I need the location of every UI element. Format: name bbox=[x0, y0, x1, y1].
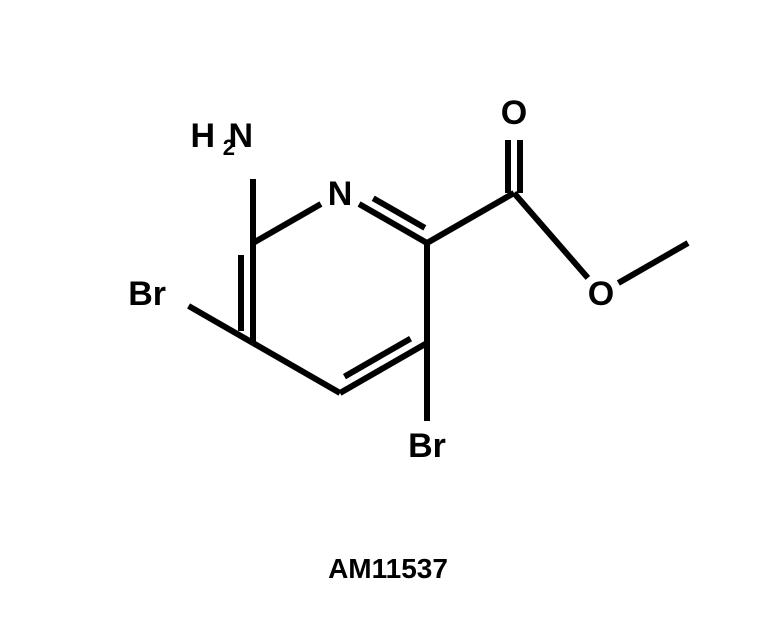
atom-label: O bbox=[501, 94, 527, 132]
atom-label: Br bbox=[408, 427, 446, 465]
compound-id-label: AM11537 bbox=[328, 553, 448, 584]
bond bbox=[253, 343, 340, 393]
labels-layer: NBrBrOOH2N bbox=[128, 94, 614, 465]
molecule-diagram: NBrBrOOH2N AM11537 bbox=[0, 0, 777, 631]
bond bbox=[340, 343, 427, 393]
bond bbox=[514, 193, 588, 278]
bond bbox=[427, 193, 514, 243]
bond bbox=[253, 204, 321, 243]
atom-label: H bbox=[190, 117, 215, 155]
atom-label: O bbox=[588, 275, 614, 313]
atom-label: N bbox=[328, 175, 353, 213]
bond bbox=[618, 243, 688, 283]
atom-label: N bbox=[228, 117, 253, 155]
atom-label: Br bbox=[128, 275, 166, 313]
